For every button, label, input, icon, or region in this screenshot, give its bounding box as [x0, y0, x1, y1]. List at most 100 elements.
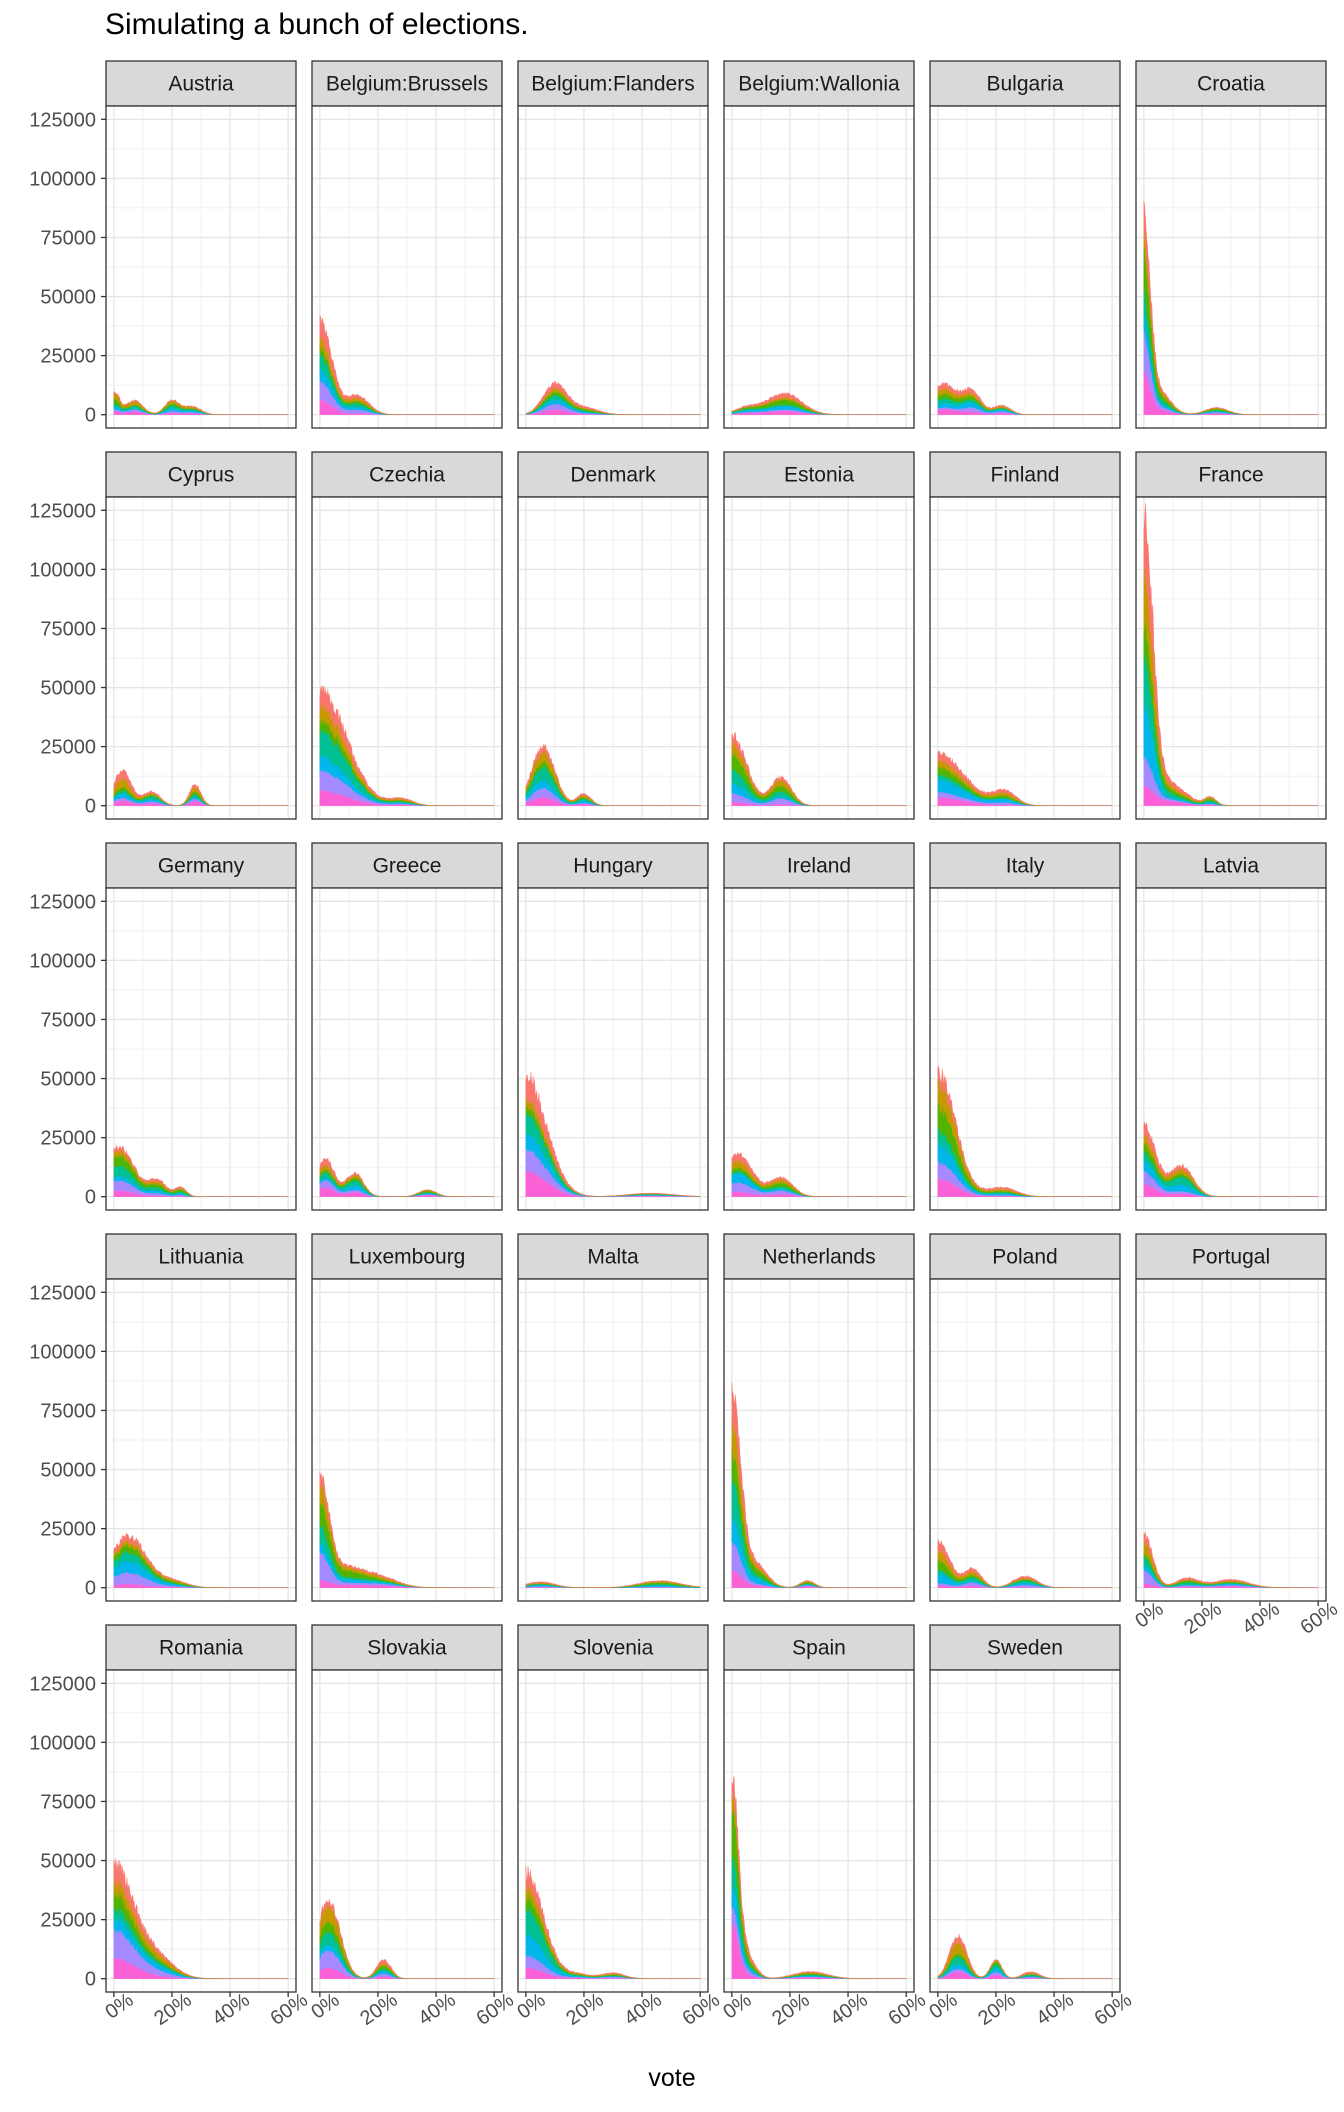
- strip-italy: [929, 842, 1121, 889]
- panel-border: [517, 105, 709, 429]
- panel-border: [105, 105, 297, 429]
- y-tick-label: 75000: [40, 1791, 96, 1813]
- strip-label-estonia: Estonia: [784, 464, 854, 487]
- density-areas: [937, 750, 1113, 806]
- chart-title: Simulating a bunch of elections.: [105, 8, 529, 41]
- strip-estonia: [723, 451, 915, 498]
- panel-border: [929, 1278, 1121, 1602]
- y-tick-label: 50000: [40, 678, 96, 700]
- panel-belgium-brussels: Belgium:Brussels: [311, 60, 503, 429]
- strip-label-netherlands: Netherlands: [762, 1246, 875, 1269]
- x-tick-label: 20%: [768, 1989, 814, 2030]
- area-series-1: [113, 1144, 289, 1197]
- strip-label-finland: Finland: [991, 464, 1060, 487]
- strip-label-malta: Malta: [587, 1246, 639, 1269]
- strip-label-france: France: [1198, 464, 1263, 487]
- panel-czechia: Czechia: [311, 451, 503, 820]
- density-areas: [525, 744, 701, 806]
- panel-border: [1135, 105, 1327, 429]
- x-tick-label: 0%: [719, 1989, 755, 2024]
- strip-label-denmark: Denmark: [570, 464, 656, 487]
- panel-lithuania: Lithuania 0 25000 50000 75000 100000 125000: [29, 1233, 297, 1602]
- density-areas: [319, 315, 495, 415]
- panel-latvia: Latvia: [1135, 842, 1327, 1211]
- strip-label-croatia: Croatia: [1197, 73, 1265, 96]
- density-areas: [319, 685, 495, 806]
- panel-portugal: Portugal 0% 20% 40% 60%: [1131, 1233, 1343, 1639]
- density-areas: [731, 1776, 907, 1979]
- panel-border: [517, 887, 709, 1211]
- x-tick-label: 0%: [1131, 1598, 1167, 1633]
- panel-sweden: Sweden 0% 20% 40% 60%: [925, 1624, 1136, 2030]
- panel-border: [1135, 496, 1327, 820]
- y-tick-label: 100000: [29, 1341, 96, 1363]
- strip-latvia: [1135, 842, 1327, 889]
- area-series-1: [113, 1532, 289, 1588]
- x-tick-label: 20%: [974, 1989, 1020, 2030]
- strip-label-belgium-wallonia: Belgium:Wallonia: [738, 73, 900, 96]
- strip-label-belgium-brussels: Belgium:Brussels: [326, 73, 488, 96]
- strip-label-spain: Spain: [792, 1637, 846, 1660]
- area-series-1: [731, 732, 907, 806]
- panel-border: [105, 1278, 297, 1602]
- density-areas: [319, 1471, 495, 1588]
- panel-greece: Greece: [311, 842, 503, 1211]
- panel-border: [105, 496, 297, 820]
- density-areas: [1143, 1121, 1319, 1197]
- panel-border: [105, 1669, 297, 1993]
- y-tick-label: 75000: [40, 227, 96, 249]
- strip-netherlands: [723, 1233, 915, 1280]
- panel-border: [929, 887, 1121, 1211]
- panel-border: [517, 496, 709, 820]
- panel-border: [105, 887, 297, 1211]
- strip-france: [1135, 451, 1327, 498]
- strip-slovakia: [311, 1624, 503, 1671]
- area-series-1: [525, 1580, 701, 1588]
- strip-poland: [929, 1233, 1121, 1280]
- y-tick-label: 50000: [40, 1851, 96, 1873]
- area-series-1: [525, 1865, 701, 1979]
- panel-bulgaria: Bulgaria: [929, 60, 1121, 429]
- strip-label-belgium-flanders: Belgium:Flanders: [531, 73, 694, 96]
- y-tick-label: 100000: [29, 1732, 96, 1754]
- x-tick-label: 60%: [1297, 1598, 1343, 1639]
- y-tick-label: 0: [85, 1187, 96, 1209]
- area-series-1: [525, 744, 701, 806]
- x-tick-label: 20%: [562, 1989, 608, 2030]
- strip-malta: [517, 1233, 709, 1280]
- x-tick-label: 20%: [356, 1989, 402, 2030]
- y-tick-label: 75000: [40, 618, 96, 640]
- panel-border: [1135, 1278, 1327, 1602]
- density-areas: [937, 1933, 1113, 1979]
- strip-label-austria: Austria: [168, 73, 234, 96]
- y-tick-label: 75000: [40, 1009, 96, 1031]
- area-series-1: [113, 390, 289, 415]
- x-tick-label: 0%: [307, 1989, 343, 2024]
- density-areas: [113, 1532, 289, 1588]
- x-tick-label: 40%: [414, 1989, 460, 2030]
- y-tick-label: 125000: [29, 891, 96, 913]
- panel-border: [1135, 887, 1327, 1211]
- panel-border: [311, 496, 503, 820]
- strip-label-slovakia: Slovakia: [367, 1637, 447, 1660]
- area-series-1: [319, 685, 495, 806]
- strip-hungary: [517, 842, 709, 889]
- y-tick-label: 0: [85, 405, 96, 427]
- strip-label-slovenia: Slovenia: [573, 1637, 654, 1660]
- density-areas: [525, 1580, 701, 1588]
- panel-belgium-wallonia: Belgium:Wallonia: [723, 60, 915, 429]
- strip-label-luxembourg: Luxembourg: [349, 1246, 466, 1269]
- strip-label-germany: Germany: [158, 855, 245, 878]
- y-tick-label: 0: [85, 796, 96, 818]
- panel-luxembourg: Luxembourg: [311, 1233, 503, 1602]
- density-areas: [1143, 200, 1319, 415]
- panel-germany: Germany 0 25000 50000 75000 100000 125000: [29, 842, 297, 1211]
- x-tick-label: 20%: [150, 1989, 196, 2030]
- strip-cyprus: [105, 451, 297, 498]
- x-tick-label: 20%: [1180, 1598, 1226, 1639]
- density-areas: [1143, 503, 1319, 806]
- area-series-1: [525, 1071, 701, 1197]
- panel-border: [723, 105, 915, 429]
- y-tick-label: 100000: [29, 950, 96, 972]
- area-series-1: [1143, 503, 1319, 806]
